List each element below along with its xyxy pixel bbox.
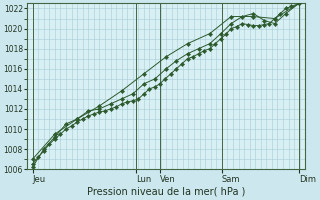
X-axis label: Pression niveau de la mer( hPa ): Pression niveau de la mer( hPa ) <box>87 187 245 197</box>
